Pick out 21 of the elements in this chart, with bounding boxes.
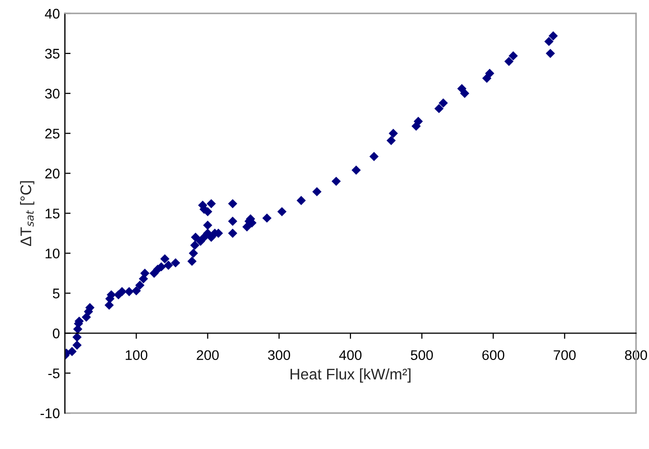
- y-tick-label: 20: [45, 168, 60, 178]
- x-tick-label: 100: [126, 350, 148, 360]
- y-tick-label: 40: [44, 8, 60, 19]
- x-tick-label: 400: [339, 350, 362, 360]
- x-tick-label: 700: [554, 350, 576, 360]
- y-tick-label: 15: [46, 208, 60, 218]
- y-tick-label: -5: [48, 368, 60, 378]
- y-tick-label: 5: [52, 288, 60, 298]
- x-tick-label: 600: [482, 350, 504, 360]
- y-tick-label: 35: [45, 48, 60, 59]
- y-tick-label: -10: [40, 408, 60, 418]
- x-tick-label: 300: [268, 350, 290, 360]
- y-axis-title: ΔT$_{sat}$ [°C]: [20, 181, 34, 246]
- y-tick-label: 25: [45, 128, 60, 139]
- x-axis-title: Heat Flux [kW/m²]: [290, 368, 410, 383]
- y-tick-label: 10: [46, 248, 60, 258]
- y-tick-label: 30: [45, 88, 60, 99]
- x-tick-label: 800: [625, 350, 648, 360]
- x-tick-label: 500: [410, 350, 433, 360]
- y-tick-label: 0: [52, 328, 60, 338]
- x-tick-label: 200: [196, 350, 219, 360]
